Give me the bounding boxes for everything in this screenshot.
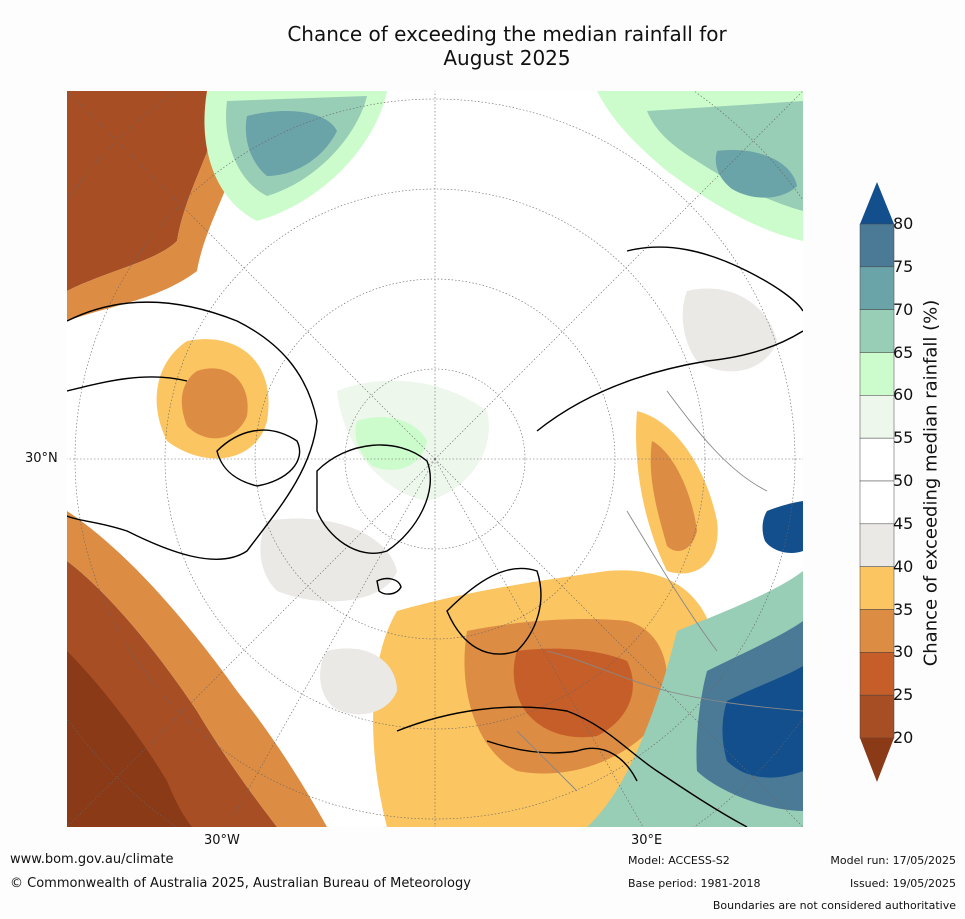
- colorbar-tick-40: 40: [893, 556, 914, 576]
- colorbar-tick-75: 75: [893, 256, 914, 276]
- footer-boundaries-note: Boundaries are not considered authoritat…: [712, 899, 956, 912]
- footer-issued: Issued: 19/05/2025: [849, 877, 956, 890]
- region-wet-north-atlantic-core: [245, 111, 337, 176]
- lat-label-30n: 30°N: [25, 451, 58, 466]
- colorbar-tick-60: 60: [893, 385, 914, 405]
- footer-website: www.bom.gov.au/climate: [10, 852, 174, 867]
- map-title-line2: August 2025: [443, 46, 571, 70]
- footer-copyright: © Commonwealth of Australia 2025, Austra…: [10, 876, 471, 891]
- region-neutral-3: [320, 648, 397, 715]
- region-dry-east-core: [650, 441, 697, 551]
- colorbar-segment-40_45: [859, 523, 895, 567]
- near-median-regions: [260, 288, 777, 715]
- region-neutral-1: [260, 518, 397, 602]
- colorbar-segment-45_50: [859, 480, 895, 525]
- coast-iceland: [376, 577, 402, 595]
- colorbar-segment-55_60: [859, 395, 895, 439]
- colorbar: [859, 182, 895, 782]
- colorbar-segment-70_75: [859, 266, 895, 310]
- colorbar-overflow-low: [860, 738, 894, 782]
- footer-base-period: Base period: 1981-2018: [628, 877, 761, 890]
- region-neutral-2: [682, 288, 777, 372]
- lon-label-30e: 30°E: [631, 833, 663, 848]
- coast-east-asia: [626, 246, 803, 312]
- colorbar-segment-65_70: [859, 309, 895, 353]
- coastlines: [67, 246, 803, 827]
- region-dry-southwest-edge: [67, 511, 327, 827]
- above-median-regions: [204, 91, 803, 827]
- coast-alaska: [67, 376, 188, 392]
- colorbar-segments: [859, 223, 895, 739]
- region-wet-southeast-max: [722, 666, 803, 778]
- colorbar-overflow-high: [860, 182, 894, 224]
- colorbar-tick-35: 35: [893, 599, 914, 619]
- region-dry-southwest-core: [67, 651, 192, 827]
- colorbar-segment-75_80: [859, 223, 895, 268]
- colorbar-tick-80: 80: [893, 214, 914, 233]
- colorbar-tick-45: 45: [893, 513, 914, 533]
- colorbar-segment-50_55: [859, 437, 895, 482]
- colorbar-tick-55: 55: [893, 428, 914, 448]
- coast-canadian-arctic: [216, 429, 301, 487]
- region-dry-central-atlantic-core: [181, 368, 248, 439]
- coast-scandinavia: [446, 567, 542, 655]
- colorbar-segment-25_30: [859, 652, 895, 696]
- region-wet-east-small: [762, 501, 803, 553]
- colorbar-segment-35_40: [859, 566, 895, 610]
- colorbar-tick-30: 30: [893, 642, 914, 662]
- colorbar-segment-60_65: [859, 352, 895, 396]
- rainfall-probability-map[interactable]: [67, 91, 803, 827]
- colorbar-segment-30_35: [859, 609, 895, 653]
- region-dry-europe-deep: [513, 648, 633, 738]
- coast-mediterranean: [486, 740, 638, 782]
- colorbar-tick-25: 25: [893, 685, 914, 705]
- coast-siberia: [536, 330, 803, 432]
- colorbar-tick-70: 70: [893, 299, 914, 319]
- lon-label-30w: 30°W: [204, 833, 240, 848]
- graticule: [67, 91, 803, 827]
- map-title: Chance of exceeding the median rainfall …: [0, 22, 965, 70]
- colorbar-tick-50: 50: [893, 471, 914, 490]
- country-borders: [516, 390, 803, 792]
- region-dry-northwest: [67, 91, 219, 291]
- colorbar-tick-65: 65: [893, 342, 914, 362]
- coast-europe: [396, 706, 748, 827]
- colorbar-label: Chance of exceeding median rainfall (%): [920, 299, 942, 667]
- coast-north-america: [67, 301, 318, 560]
- region-wet-north-pacific-core: [715, 150, 797, 198]
- colorbar-segment-20_25: [859, 694, 895, 739]
- map-title-line1: Chance of exceeding the median rainfall …: [287, 22, 727, 46]
- footer-model-run: Model run: 17/05/2025: [830, 854, 956, 867]
- colorbar-tick-20: 20: [893, 728, 914, 747]
- region-wet-arctic-light: [355, 417, 427, 470]
- coast-greenland: [316, 444, 432, 554]
- footer-model: Model: ACCESS-S2: [628, 854, 730, 867]
